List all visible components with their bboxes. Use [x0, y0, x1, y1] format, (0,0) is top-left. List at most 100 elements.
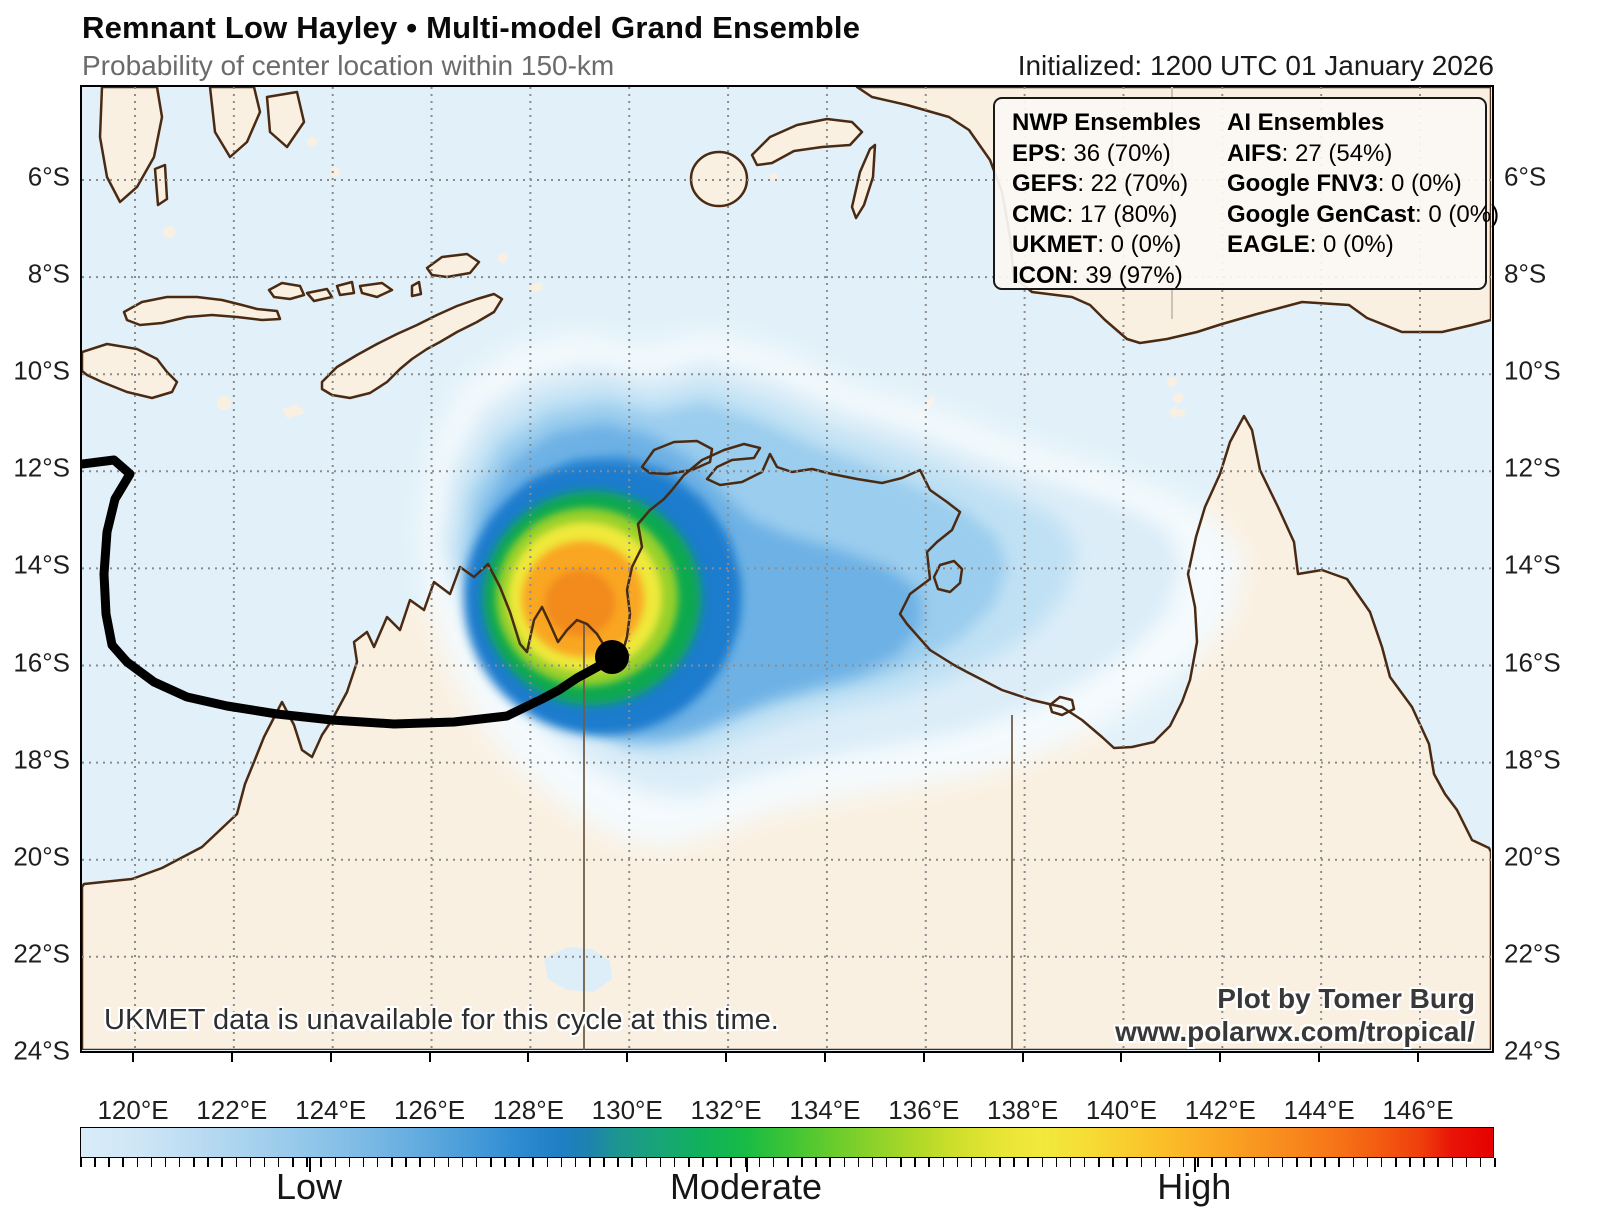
legend-column-header: NWP Ensembles	[1012, 109, 1201, 136]
colorbar-minor-tick	[249, 1158, 252, 1167]
colorbar-minor-tick	[419, 1158, 421, 1167]
colorbar-minor-tick	[1239, 1158, 1241, 1167]
colorbar-minor-tick	[1437, 1158, 1439, 1167]
legend-model-name: UKMET	[1012, 231, 1098, 258]
colorbar-minor-tick	[1409, 1158, 1411, 1167]
colorbar-minor-tick	[1253, 1158, 1256, 1167]
colorbar-minor-tick	[504, 1158, 506, 1167]
ensemble-legend: NWP Ensembles EPS: 36 (70%) GEFS: 22 (70%)…	[993, 97, 1499, 290]
lat-tick-label: 18°S	[13, 743, 70, 774]
lon-tick-label: 126°E	[393, 1095, 466, 1125]
colorbar-minor-tick	[1126, 1158, 1128, 1167]
legend-model-name: CMC	[1012, 200, 1067, 228]
lat-tick-label: 12°S	[13, 452, 70, 483]
colorbar-minor-tick	[1069, 1158, 1072, 1167]
colorbar-minor-tick	[617, 1158, 619, 1167]
lat-tick-label: 18°S	[1504, 743, 1561, 774]
colorbar-minor-tick	[716, 1158, 718, 1167]
colorbar-minor-tick	[277, 1158, 280, 1167]
colorbar-minor-tick	[1267, 1158, 1270, 1167]
legend-item: EAGLE: 0 (0%)	[1227, 231, 1394, 258]
lat-tick-label: 20°S	[1504, 840, 1561, 871]
legend-item: ICON: 39 (97%)	[1012, 261, 1183, 289]
colorbar-minor-tick	[688, 1158, 690, 1167]
colorbar-minor-tick	[885, 1158, 888, 1167]
colorbar-scale-label: Low	[276, 1166, 343, 1207]
legend-model-name: Google FNV3	[1227, 170, 1378, 197]
colorbar-minor-tick	[673, 1158, 676, 1167]
lat-tick-label: 22°S	[1504, 938, 1561, 969]
lat-tick-label: 10°S	[1504, 355, 1561, 386]
colorbar-minor-tick	[730, 1158, 732, 1167]
lon-axis-tick	[725, 1053, 728, 1062]
colorbar-minor-tick	[1168, 1158, 1171, 1167]
legend-item: UKMET: 0 (0%)	[1012, 231, 1182, 258]
lon-axis-tick	[626, 1053, 629, 1062]
legend-column-header: AI Ensembles	[1227, 109, 1385, 136]
colorbar-minor-tick	[1013, 1158, 1015, 1167]
colorbar-minor-tick	[1182, 1158, 1185, 1167]
lon-tick-label: 138°E	[987, 1095, 1059, 1125]
lon-axis-tick	[1219, 1053, 1222, 1062]
lon-tick-label: 136°E	[888, 1095, 960, 1125]
lon-tick-label: 140°E	[1085, 1095, 1158, 1125]
colorbar-minor-tick	[1197, 1158, 1199, 1167]
legend-model-name: GEFS	[1012, 170, 1078, 197]
colorbar-minor-tick	[532, 1158, 534, 1167]
credit-author: Plot by Tomer Burg	[1217, 983, 1475, 1014]
lon-axis-tick	[922, 1053, 925, 1062]
colorbar-minor-tick	[1041, 1158, 1044, 1167]
legend-item: Google FNV3: 0 (0%)	[1227, 170, 1462, 197]
colorbar-minor-tick	[461, 1158, 464, 1167]
lon-tick-label: 120°E	[97, 1095, 169, 1125]
lon-tick-label: 128°E	[492, 1095, 564, 1125]
colorbar-minor-tick	[235, 1158, 238, 1167]
lon-axis-tick	[1021, 1053, 1024, 1062]
lat-tick-label: 20°S	[13, 840, 70, 871]
map-svg	[82, 87, 1491, 1050]
colorbar-minor-tick	[815, 1158, 817, 1167]
colorbar-minor-tick	[659, 1158, 662, 1167]
colorbar-minor-tick	[956, 1158, 959, 1167]
lat-tick-label: 6°S	[1504, 161, 1547, 192]
lat-tick-label: 6°S	[27, 161, 70, 192]
colorbar-minor-tick	[546, 1158, 549, 1167]
colorbar-minor-tick	[348, 1158, 351, 1167]
colorbar-minor-tick	[1055, 1158, 1058, 1167]
colorbar-minor-tick	[984, 1158, 987, 1167]
storm-track-line	[82, 455, 617, 729]
legend-model-name: Google GenCast	[1227, 200, 1416, 228]
page-title: Remnant Low Hayley • Multi-model Grand E…	[82, 10, 861, 45]
colorbar-minor-tick	[164, 1158, 167, 1167]
lat-tick-label: 14°S	[1504, 549, 1561, 580]
colorbar-minor-tick	[122, 1158, 124, 1167]
colorbar-minor-tick	[1225, 1158, 1227, 1167]
colorbar-minor-tick	[80, 1158, 82, 1167]
colorbar-minor-tick	[475, 1158, 478, 1167]
legend-item: EPS: 36 (70%)	[1012, 139, 1171, 167]
page-subtitle: Probability of center location within 15…	[82, 50, 615, 81]
colorbar-minor-tick	[857, 1158, 860, 1167]
colorbar-minor-tick	[178, 1158, 181, 1167]
colorbar-minor-tick	[94, 1158, 96, 1167]
lon-tick-label: 132°E	[690, 1095, 762, 1125]
colorbar-minor-tick	[1324, 1158, 1326, 1167]
initialization-timestamp: Initialized: 1200 UTC 01 January 2026	[1017, 50, 1494, 81]
lon-tick-label: 142°E	[1184, 1095, 1256, 1125]
colorbar-minor-tick	[1479, 1158, 1482, 1167]
colorbar-minor-tick	[221, 1158, 223, 1167]
colorbar-minor-tick	[744, 1158, 747, 1167]
colorbar-scale-label: Moderate	[669, 1166, 823, 1207]
colorbar-minor-tick	[1352, 1158, 1355, 1167]
colorbar-minor-tick	[362, 1158, 365, 1167]
colorbar-minor-tick	[136, 1158, 139, 1167]
lat-tick-label: 12°S	[1504, 452, 1561, 483]
credit-url: www.polarwx.com/tropical/	[1115, 1016, 1475, 1047]
lat-tick-label: 10°S	[13, 355, 70, 386]
colorbar-minor-tick	[334, 1158, 337, 1167]
colorbar-minor-tick	[518, 1158, 520, 1167]
current-position-dot	[595, 640, 629, 674]
lon-tick-label: 122°E	[196, 1095, 268, 1125]
colorbar-minor-tick	[207, 1158, 209, 1167]
lat-tick-label: 16°S	[13, 646, 70, 677]
